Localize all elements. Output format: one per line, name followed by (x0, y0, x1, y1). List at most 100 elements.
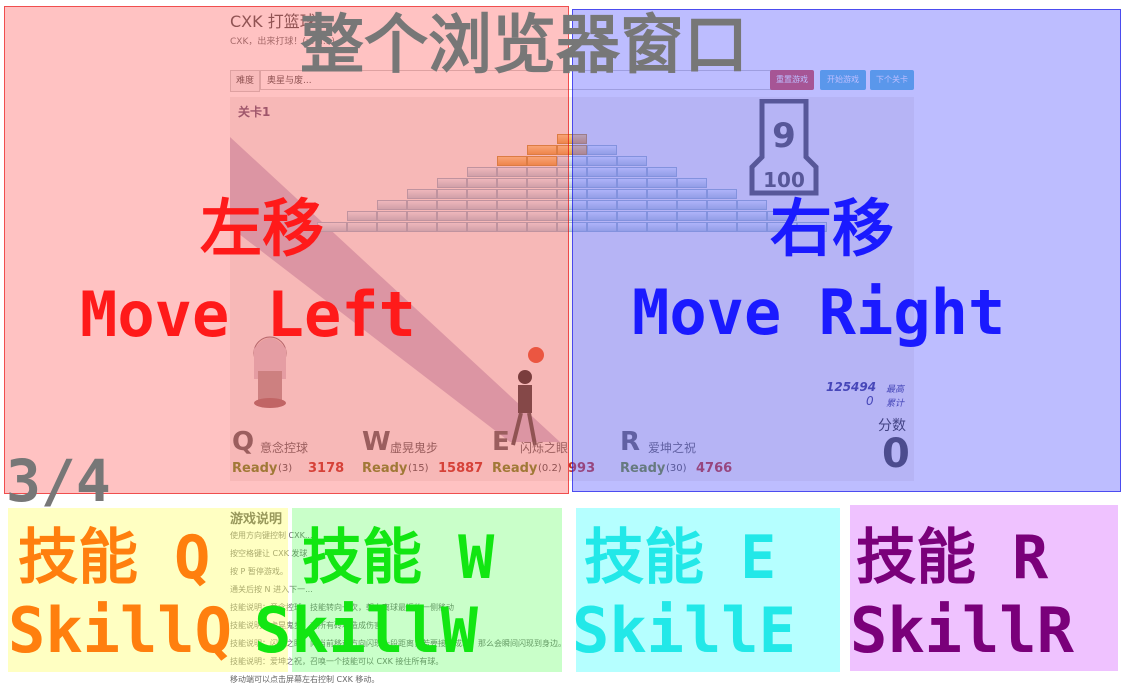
brick (587, 200, 617, 210)
skill-count: 4766 (696, 461, 733, 476)
skill-r-panel[interactable]: R 爱坤之祝 Ready (30) 4766 (618, 427, 738, 477)
skill-q-zone[interactable] (8, 508, 288, 672)
brick (677, 178, 707, 188)
brick (647, 189, 677, 199)
skill-q-panel[interactable]: Q 意念控球 Ready (3) 3178 (230, 427, 350, 477)
brick (467, 178, 497, 188)
brick (587, 189, 617, 199)
instruction-line: 使用方向键控制 CXK... (230, 531, 313, 540)
brick (497, 200, 527, 210)
brick (587, 178, 617, 188)
brick (617, 200, 647, 210)
total-score-label: 累计 (886, 399, 905, 409)
brick (527, 222, 557, 232)
brick (497, 222, 527, 232)
brick (767, 222, 797, 232)
difficulty-label: 难度 (230, 70, 260, 92)
brick (347, 222, 377, 232)
move-right-label-en: Move Right (632, 276, 1006, 349)
brick (467, 200, 497, 210)
brick (617, 167, 647, 177)
skill-cooldown: (15) (408, 463, 429, 474)
skill-e-zone[interactable] (576, 508, 840, 672)
skill-key: Q (232, 427, 255, 457)
brick (587, 211, 617, 221)
player-cxk (511, 370, 537, 446)
brick (527, 178, 557, 188)
skill-r-label-cn: 技能 R (856, 523, 1049, 593)
brick (467, 189, 497, 199)
brick (527, 145, 557, 155)
move-right-label-cn: 右移 (770, 192, 895, 265)
move-left-label-en: Move Left (80, 278, 416, 351)
skill-key: W (362, 427, 391, 457)
brick (617, 211, 647, 221)
brick (437, 200, 467, 210)
brick (497, 178, 527, 188)
window-title-annotation: 整个浏览器窗口 (300, 9, 748, 83)
move-left-zone[interactable] (4, 6, 569, 494)
instruction-line: 通关后按 N 进入下一... (230, 585, 313, 594)
next-level-button[interactable]: 下个关卡 (870, 70, 914, 90)
brick (737, 222, 767, 232)
brick (587, 156, 617, 166)
brick (587, 167, 617, 177)
brick (617, 178, 647, 188)
svg-text:9: 9 (772, 116, 796, 156)
brick (677, 222, 707, 232)
brick (677, 211, 707, 221)
total-score-value: 0 (866, 394, 874, 408)
app-title: CXK 打篮球 (230, 12, 316, 31)
skill-q-label-en: SkillQ (8, 594, 232, 667)
score-label: 分数 (878, 418, 906, 434)
brick (497, 156, 527, 166)
brick (677, 189, 707, 199)
skill-name: 爱坤之祝 (648, 441, 697, 455)
brick (527, 200, 557, 210)
skill-w-panel[interactable]: W 虚晃鬼步 Ready (15) 15887 (360, 427, 484, 477)
skill-count: 15887 (438, 461, 484, 476)
level-select[interactable]: 奥星与废... (260, 70, 798, 90)
brick (707, 189, 737, 199)
light-beam (230, 137, 560, 442)
brick (797, 222, 827, 232)
skill-status: Ready (362, 461, 408, 476)
brick (677, 200, 707, 210)
brick (467, 167, 497, 177)
brick (707, 211, 737, 221)
brick (407, 189, 437, 199)
start-game-button[interactable]: 开始游戏 (820, 70, 866, 90)
brick (377, 222, 407, 232)
move-right-zone[interactable] (572, 9, 1121, 492)
brick (587, 222, 617, 232)
page-counter: 3/4 (6, 447, 111, 515)
app-subtitle: CXK，出来打球！(umi...) (230, 37, 335, 47)
instruction-line: 技能说明：闪烁之眼，向当前移动方向闪现一段距离，若要接球成功，那么会瞬间闪现到身… (230, 639, 566, 648)
brick (647, 211, 677, 221)
skill-w-zone[interactable] (292, 508, 562, 672)
character-girl (253, 336, 287, 408)
brick (467, 222, 497, 232)
brick (317, 222, 347, 232)
brick (707, 222, 737, 232)
skill-e-label-cn: 技能 E (584, 523, 777, 593)
brick (437, 189, 467, 199)
skill-count: 993 (568, 461, 596, 476)
brick (377, 200, 407, 210)
skill-r-zone[interactable] (850, 505, 1118, 671)
skill-cooldown: (0.2) (538, 463, 562, 474)
skill-status: Ready (232, 461, 278, 476)
reset-game-button[interactable]: 重置游戏 (770, 70, 814, 90)
brick (467, 211, 497, 221)
skill-e-panel[interactable]: E 闪烁之眼 Ready (0.2) 993 (490, 427, 610, 477)
brick (497, 211, 527, 221)
brick (437, 222, 467, 232)
skill-status: Ready (620, 461, 666, 476)
skill-status: Ready (492, 461, 538, 476)
brick (497, 167, 527, 177)
brick (737, 200, 767, 210)
skill-count: 3178 (308, 461, 345, 476)
skill-name: 虚晃鬼步 (390, 441, 439, 455)
brick (647, 222, 677, 232)
best-score-value: 125494 (826, 380, 877, 394)
